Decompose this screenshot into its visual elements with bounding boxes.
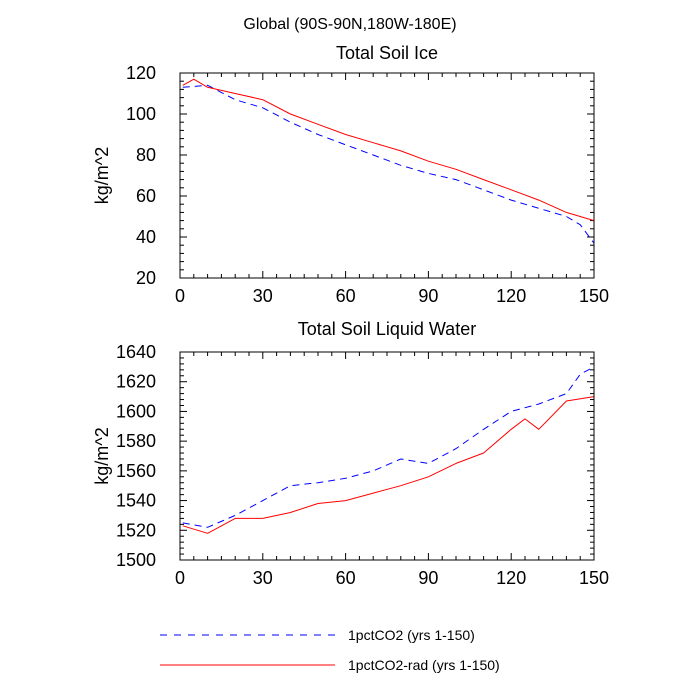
- super-title: Global (90S-90N,180W-180E): [243, 16, 456, 33]
- plot-frame: [179, 351, 595, 561]
- y-tick-label: 1500: [116, 550, 156, 570]
- y-tick-label: 1540: [116, 491, 156, 511]
- y-tick-label: 1600: [116, 401, 156, 421]
- x-tick-label: 150: [579, 286, 609, 306]
- panel-1: Total Soil Ice kg/m^2 0 30 60 90 120 150 20 40 60 8…: [92, 43, 609, 306]
- legend-item-1: 1pctCO2 (yrs 1-150): [160, 627, 475, 643]
- x-tick-label: 0: [175, 568, 185, 588]
- x-tick-label: 30: [253, 286, 273, 306]
- x-tick-label: 90: [418, 286, 438, 306]
- y-tick-label: 1560: [116, 461, 156, 481]
- y-tick-label: 60: [136, 186, 156, 206]
- legend-item-2: 1pctCO2-rad (yrs 1-150): [160, 657, 500, 673]
- x-tick-label: 120: [496, 568, 526, 588]
- panel-title: Total Soil Ice: [336, 43, 438, 63]
- y-tick-label: 80: [136, 145, 156, 165]
- y-tick-label: 20: [136, 268, 156, 288]
- x-tick-label: 60: [336, 286, 356, 306]
- series-line-2: [182, 78, 595, 222]
- y-axis-label: kg/m^2: [92, 427, 112, 484]
- y-tick-label: 1520: [116, 520, 156, 540]
- y-tick-label: 1640: [116, 342, 156, 362]
- x-tick-label: 30: [253, 568, 273, 588]
- panel-2: Total Soil Liquid Water kg/m^2 0 30 60 90 120 1…: [92, 319, 609, 588]
- y-tick-label: 100: [126, 104, 156, 124]
- y-tick-label: 120: [126, 63, 156, 83]
- legend: 1pctCO2 (yrs 1-150) 1pctCO2-rad (yrs 1-15…: [160, 627, 500, 673]
- x-tick-label: 60: [336, 568, 356, 588]
- y-tick-label: 40: [136, 227, 156, 247]
- panel-title: Total Soil Liquid Water: [298, 319, 476, 339]
- series-line-1: [182, 84, 595, 244]
- x-tick-label: 0: [175, 286, 185, 306]
- x-tick-label: 150: [579, 568, 609, 588]
- legend-label: 1pctCO2-rad (yrs 1-150): [348, 657, 500, 673]
- x-tick-label: 120: [496, 286, 526, 306]
- panels: Total Soil Ice kg/m^2 0 30 60 90 120 150 20 40 60 8…: [92, 43, 609, 588]
- series-line-2: [182, 396, 595, 534]
- x-tick-label: 90: [418, 568, 438, 588]
- y-tick-label: 1580: [116, 431, 156, 451]
- y-axis-label: kg/m^2: [92, 147, 112, 204]
- y-tick-label: 1620: [116, 372, 156, 392]
- legend-label: 1pctCO2 (yrs 1-150): [348, 627, 475, 643]
- series-line-1: [182, 366, 595, 528]
- plot-frame: [179, 72, 595, 279]
